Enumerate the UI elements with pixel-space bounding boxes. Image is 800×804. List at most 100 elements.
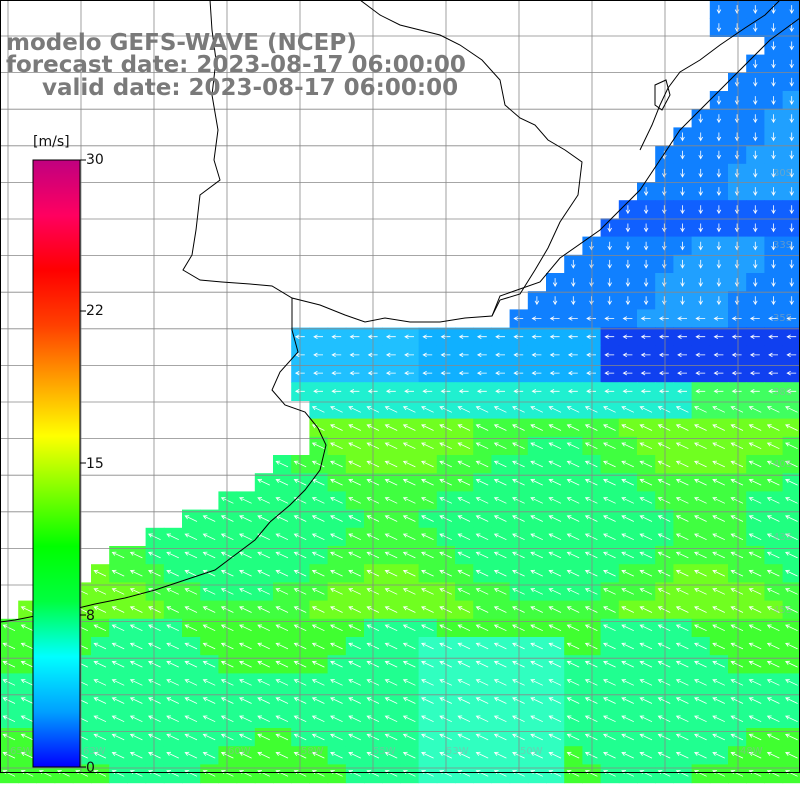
wind-arrow <box>625 241 631 251</box>
wind-arrow <box>621 751 634 759</box>
wind-arrow <box>621 478 634 486</box>
wind-arrow <box>694 733 707 741</box>
wind-arrow <box>657 497 671 504</box>
wind-arrow <box>785 533 798 541</box>
wind-arrow <box>749 334 760 339</box>
lon-label: 65W <box>10 746 33 757</box>
wind-arrow <box>421 515 434 522</box>
wind-arrow <box>548 460 562 468</box>
wind-arrow <box>257 551 270 559</box>
wind-arrow <box>202 551 216 559</box>
wind-arrow <box>712 679 725 686</box>
wind-arrow <box>111 715 125 723</box>
wind-arrow <box>184 679 198 686</box>
wind-arrow <box>766 588 780 595</box>
wind-arrow <box>184 569 198 577</box>
wind-arrow <box>677 389 687 394</box>
wind-arrow <box>184 533 198 541</box>
lat-label: 45S <box>773 605 793 616</box>
wind-arrow <box>621 424 634 431</box>
wind-arrow <box>698 168 703 178</box>
wind-arrow <box>567 352 578 358</box>
wind-arrow <box>239 569 252 577</box>
wind-arrow <box>348 551 361 559</box>
wind-arrow <box>768 316 778 321</box>
wind-arrow <box>748 497 762 504</box>
wind-arrow <box>625 223 631 233</box>
wind-arrow <box>458 334 469 339</box>
wind-arrow <box>789 77 794 87</box>
wind-arrow <box>530 642 543 650</box>
wind-arrow <box>748 606 762 613</box>
wind-arrow <box>643 241 649 251</box>
wind-arrow <box>675 733 689 741</box>
wind-arrow <box>698 150 703 160</box>
wind-arrow <box>457 515 471 522</box>
wind-arrow <box>748 679 762 686</box>
wind-arrow <box>313 352 323 358</box>
wind-arrow <box>384 442 398 450</box>
wind-arrow <box>330 569 343 577</box>
model-title: modelo GEFS-WAVE (NCEP) <box>6 30 357 56</box>
wind-arrow <box>275 606 289 613</box>
wind-arrow <box>766 697 780 704</box>
wind-arrow <box>658 334 669 339</box>
wind-arrow <box>348 606 361 613</box>
wind-arrow <box>643 259 649 269</box>
wind-arrow <box>789 59 794 69</box>
wind-arrow <box>384 569 398 577</box>
wind-arrow <box>166 606 179 613</box>
wind-arrow <box>584 660 598 668</box>
wind-arrow <box>622 370 633 376</box>
wind-arrow <box>730 751 744 759</box>
wind-arrow <box>348 733 361 741</box>
wind-arrow <box>220 515 234 522</box>
wind-arrow <box>621 515 634 522</box>
wind-arrow <box>643 187 649 196</box>
wind-arrow <box>694 515 707 522</box>
wind-arrow <box>402 733 416 741</box>
wind-arrow <box>625 205 631 215</box>
wind-arrow <box>421 460 434 468</box>
wind-arrow <box>753 132 758 142</box>
wind-arrow <box>566 642 580 650</box>
wind-arrow <box>731 334 742 339</box>
wind-arrow <box>657 660 671 668</box>
wind-arrow <box>313 370 323 376</box>
wind-arrow <box>785 515 798 522</box>
wind-arrow <box>530 551 543 559</box>
wind-arrow <box>330 588 343 595</box>
wind-arrow <box>753 187 758 196</box>
wind-arrow <box>20 660 34 668</box>
wind-arrow <box>475 478 489 486</box>
wind-arrow <box>586 389 596 394</box>
wind-arrow <box>184 660 198 668</box>
wind-arrow <box>421 551 434 559</box>
wind-arrow <box>607 278 612 287</box>
wind-arrow <box>584 751 598 759</box>
wind-arrow <box>566 406 580 413</box>
wind-arrow <box>771 59 776 69</box>
wind-arrow <box>639 442 653 450</box>
wind-arrow <box>698 187 703 196</box>
wind-arrow <box>603 679 616 686</box>
wind-arrow <box>530 460 543 468</box>
wind-arrow <box>766 533 780 541</box>
wind-arrow <box>348 424 361 431</box>
wind-arrow <box>493 406 507 413</box>
wind-arrow <box>220 660 234 668</box>
wind-arrow <box>657 606 671 613</box>
wind-arrow <box>111 679 125 686</box>
wind-arrow <box>566 460 580 468</box>
wind-arrow <box>766 751 780 759</box>
wind-arrow <box>166 715 179 723</box>
wind-arrow <box>766 624 780 632</box>
wind-arrow <box>639 478 653 486</box>
wind-arrow <box>694 442 707 450</box>
wind-arrow <box>771 23 776 33</box>
wind-arrow <box>384 424 398 431</box>
field-cell <box>782 436 800 456</box>
wind-arrow <box>662 296 667 306</box>
wind-arrow <box>603 660 616 668</box>
